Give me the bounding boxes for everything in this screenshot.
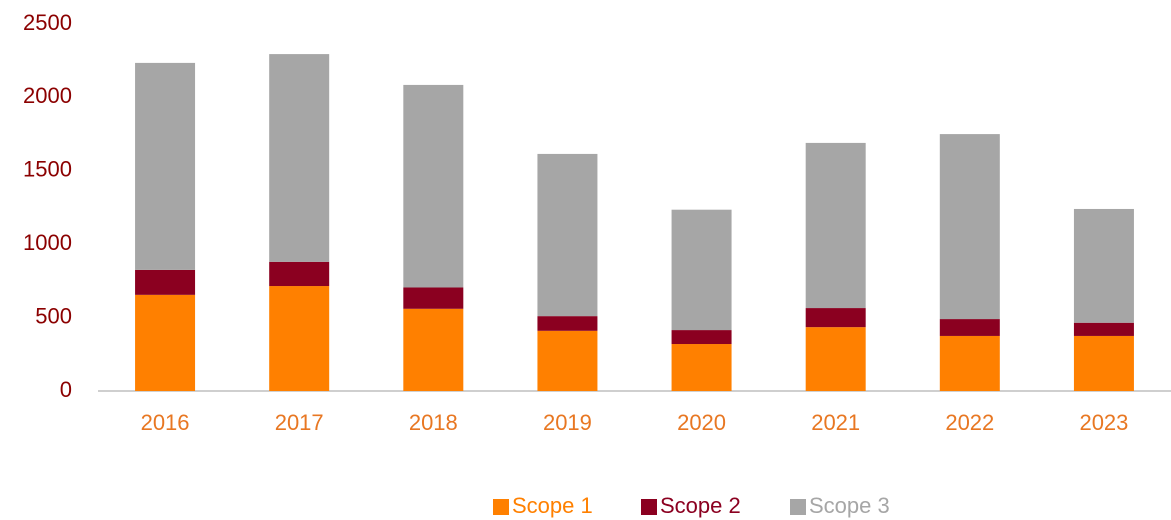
bar-segment: [537, 330, 598, 391]
y-tick-label: 500: [35, 303, 72, 328]
bar-segment: [135, 62, 196, 270]
bar-segment: [805, 327, 866, 391]
y-tick-label: 2500: [23, 10, 72, 35]
bar-segment: [939, 319, 1000, 336]
bar-segment: [1073, 208, 1134, 323]
legend-swatch: [641, 499, 657, 515]
legend-label: Scope 2: [660, 493, 741, 518]
bar-segment: [403, 84, 464, 288]
legend-swatch: [790, 499, 806, 515]
bar-segment: [805, 308, 866, 328]
bar-segment: [671, 344, 732, 391]
bar-segment: [269, 286, 330, 391]
bar-segment: [671, 330, 732, 345]
y-tick-label: 1000: [23, 230, 72, 255]
bar-segment: [939, 335, 1000, 391]
x-tick-label: 2021: [811, 410, 860, 435]
y-tick-label: 0: [60, 377, 72, 402]
legend-label: Scope 3: [809, 493, 890, 518]
y-tick-label: 1500: [23, 157, 72, 182]
bar-segment: [671, 209, 732, 331]
bar-segment: [269, 261, 330, 287]
x-tick-label: 2019: [543, 410, 592, 435]
bar-segment: [537, 316, 598, 331]
bar-segment: [403, 308, 464, 391]
x-tick-label: 2020: [677, 410, 726, 435]
x-tick-label: 2018: [409, 410, 458, 435]
bar-segment: [269, 54, 330, 262]
bar-segment: [135, 269, 196, 295]
bar-segment: [805, 142, 866, 309]
x-tick-label: 2022: [945, 410, 994, 435]
x-tick-label: 2016: [141, 410, 190, 435]
legend-swatch: [493, 499, 509, 515]
bar-segment: [1073, 322, 1134, 336]
legend-label: Scope 1: [512, 493, 593, 518]
y-tick-label: 2000: [23, 83, 72, 108]
x-tick-label: 2023: [1079, 410, 1128, 435]
bar-segment: [1073, 335, 1134, 391]
x-tick-label: 2017: [275, 410, 324, 435]
bar-segment: [939, 134, 1000, 320]
bar-segment: [135, 294, 196, 391]
bar-segment: [403, 287, 464, 309]
bar-segment: [537, 153, 598, 317]
